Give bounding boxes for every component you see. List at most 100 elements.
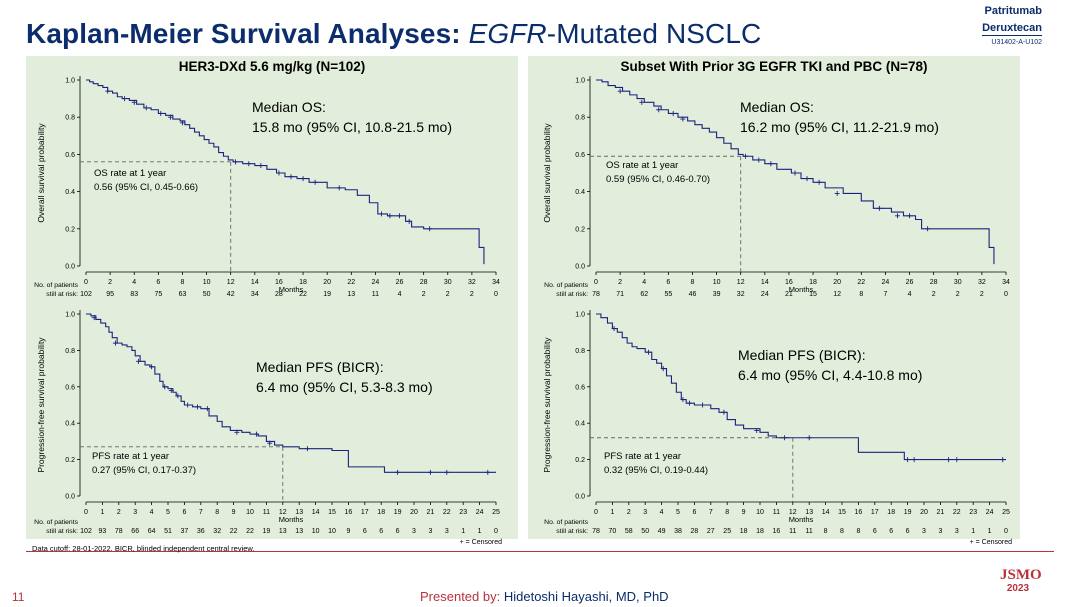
y-tick-label: 0.0 bbox=[65, 264, 75, 271]
censored-note: + = Censored bbox=[460, 539, 503, 546]
at-risk-count: 50 bbox=[641, 528, 649, 535]
x-tick-label: 24 bbox=[372, 279, 380, 286]
x-tick-label: 8 bbox=[691, 279, 695, 286]
at-risk-count: 63 bbox=[179, 291, 187, 298]
at-risk-count: 7 bbox=[883, 291, 887, 298]
censor-mark bbox=[336, 185, 342, 191]
censor-mark bbox=[233, 159, 239, 165]
at-risk-count: 36 bbox=[197, 528, 205, 535]
y-tick-label: 0.0 bbox=[65, 494, 75, 501]
at-risk-count: 37 bbox=[181, 528, 189, 535]
footer-divider bbox=[26, 551, 1054, 552]
x-tick-label: 19 bbox=[904, 509, 912, 516]
censor-mark bbox=[158, 110, 164, 116]
x-axis-label: Months bbox=[789, 285, 814, 294]
censor-mark bbox=[911, 457, 917, 463]
at-risk-count: 8 bbox=[856, 528, 860, 535]
x-tick-label: 20 bbox=[323, 279, 331, 286]
at-risk-count: 10 bbox=[328, 528, 336, 535]
x-tick-label: 18 bbox=[299, 279, 307, 286]
at-risk-count: 38 bbox=[674, 528, 682, 535]
at-risk-count: 0 bbox=[1004, 291, 1008, 298]
y-tick-label: 0.4 bbox=[65, 421, 75, 428]
at-risk-count: 32 bbox=[213, 528, 221, 535]
km-survival-curve bbox=[596, 313, 1006, 461]
at-risk-count: 49 bbox=[658, 528, 666, 535]
censor-mark bbox=[185, 402, 191, 408]
x-tick-label: 18 bbox=[377, 509, 385, 516]
x-tick-label: 25 bbox=[492, 509, 500, 516]
censor-mark bbox=[397, 213, 403, 219]
at-risk-count: 19 bbox=[323, 291, 331, 298]
y-tick-label: 0.2 bbox=[575, 226, 585, 233]
x-tick-label: 34 bbox=[1002, 279, 1010, 286]
censored-note: + = Censored bbox=[970, 539, 1013, 546]
censor-mark bbox=[406, 218, 412, 224]
censor-mark bbox=[246, 161, 252, 167]
censor-mark bbox=[1000, 457, 1006, 463]
x-tick-label: 9 bbox=[742, 509, 746, 516]
at-risk-count: 3 bbox=[428, 528, 432, 535]
at-risk-count: 75 bbox=[154, 291, 162, 298]
data-cutoff-note: Data cutoff: 28-01-2022. BICR, blinded i… bbox=[32, 544, 255, 553]
censor-mark bbox=[816, 179, 822, 185]
km-survival-curve bbox=[86, 313, 496, 473]
censor-mark bbox=[105, 88, 111, 94]
pfs-right-chart: 0.0 0.2 0.4 0.6 0.8 1.0 Progression-free survi… bbox=[528, 306, 1020, 546]
at-risk-count: 0 bbox=[494, 291, 498, 298]
at-risk-count: 22 bbox=[246, 528, 254, 535]
at-risk-count: 2 bbox=[470, 291, 474, 298]
x-tick-label: 28 bbox=[420, 279, 428, 286]
x-tick-label: 10 bbox=[713, 279, 721, 286]
at-risk-count: 22 bbox=[230, 528, 238, 535]
censor-mark bbox=[91, 315, 97, 321]
x-axis-label: Months bbox=[789, 515, 814, 524]
y-tick-label: 1.0 bbox=[575, 312, 585, 319]
censor-mark bbox=[444, 469, 450, 475]
x-tick-label: 7 bbox=[709, 509, 713, 516]
at-risk-count: 25 bbox=[723, 528, 731, 535]
x-tick-label: 22 bbox=[443, 509, 451, 516]
x-tick-label: 5 bbox=[166, 509, 170, 516]
x-tick-label: 19 bbox=[394, 509, 402, 516]
x-tick-label: 10 bbox=[203, 279, 211, 286]
x-tick-label: 16 bbox=[275, 279, 283, 286]
at-risk-count: 62 bbox=[640, 291, 648, 298]
x-tick-label: 14 bbox=[822, 509, 830, 516]
at-risk-count: 4 bbox=[398, 291, 402, 298]
at-risk-count: 19 bbox=[263, 528, 271, 535]
censor-mark bbox=[175, 393, 181, 399]
y-tick-label: 1.0 bbox=[65, 78, 75, 85]
at-risk-count: 2 bbox=[422, 291, 426, 298]
x-tick-label: 22 bbox=[347, 279, 355, 286]
censor-mark bbox=[754, 427, 760, 433]
jsmo-logo: JSMO 2023 bbox=[1000, 567, 1042, 594]
censor-mark bbox=[806, 435, 812, 441]
x-tick-label: 32 bbox=[978, 279, 986, 286]
x-tick-label: 16 bbox=[345, 509, 353, 516]
x-tick-label: 13 bbox=[295, 509, 303, 516]
censor-mark bbox=[639, 99, 645, 105]
x-tick-label: 21 bbox=[937, 509, 945, 516]
at-risk-count: 11 bbox=[806, 528, 813, 535]
x-tick-label: 1 bbox=[100, 509, 104, 516]
censor-mark bbox=[792, 170, 798, 176]
y-axis-label: Progression-free survival probability bbox=[36, 337, 46, 473]
censor-mark bbox=[660, 366, 666, 372]
censor-mark bbox=[907, 213, 913, 219]
x-tick-label: 6 bbox=[156, 279, 160, 286]
censor-mark bbox=[395, 469, 401, 475]
censor-mark bbox=[427, 226, 433, 232]
rate-value: 0.59 (95% CI, 0.46-0.70) bbox=[606, 174, 710, 185]
x-tick-label: 18 bbox=[887, 509, 895, 516]
x-tick-label: 0 bbox=[594, 509, 598, 516]
median-value: 6.4 mo (95% CI, 5.3-8.3 mo) bbox=[256, 379, 433, 395]
y-tick-label: 1.0 bbox=[65, 312, 75, 319]
x-tick-label: 24 bbox=[882, 279, 890, 286]
at-risk-count: 78 bbox=[115, 528, 123, 535]
censor-mark bbox=[656, 107, 662, 113]
panel-background bbox=[528, 56, 1020, 308]
at-risk-count: 55 bbox=[664, 291, 672, 298]
at-risk-count: 11 bbox=[372, 291, 379, 298]
at-risk-count: 6 bbox=[379, 528, 383, 535]
